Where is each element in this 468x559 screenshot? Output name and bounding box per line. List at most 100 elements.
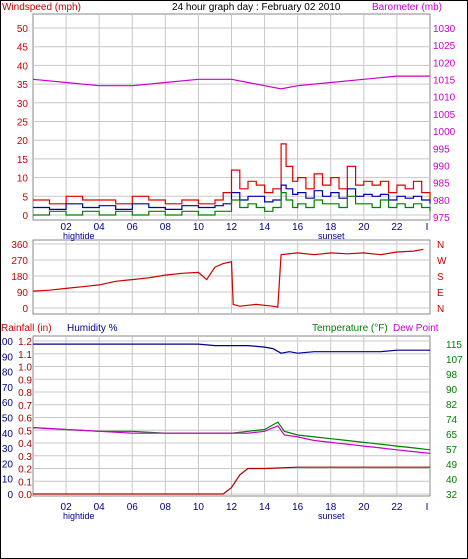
x-tick-top-12: 12 (226, 222, 238, 233)
p1-right-tick-995: 995 (433, 144, 450, 155)
x-tick-top-10: 10 (193, 222, 205, 233)
p1-left-tick-25: 25 (17, 118, 29, 129)
panel1-series (32, 75, 431, 216)
p3-temp-tick-115: 115 (446, 340, 462, 351)
p3-temp-tick-82: 82 (446, 400, 458, 411)
p3-rain-tick-0.6: 0.6 (18, 414, 32, 425)
hightide-label-top: hightide (63, 231, 95, 241)
p2-right-tick-N-4: N (437, 304, 444, 315)
temperature-line (32, 421, 431, 451)
chart-title: 24 hour graph day : February 02 2010 (172, 2, 341, 13)
p1-left-tick-0: 0 (22, 211, 28, 222)
p3-temp-tick-65: 65 (446, 430, 458, 441)
rainfall-label: Rainfall (in) (1, 323, 52, 334)
p1-right-tick-1020: 1020 (433, 58, 456, 69)
p2-left-tick-270: 270 (11, 256, 28, 267)
sunset-label-bottom: sunset (318, 511, 345, 521)
p1-right-tick-1000: 1000 (433, 127, 456, 138)
humidity-label: Humidity % (67, 323, 118, 334)
p3-rain-tick-1.1: 1.1 (18, 350, 32, 361)
p3-rain-tick-0.3: 0.3 (18, 452, 32, 463)
p3-rain-tick-0.4: 0.4 (18, 439, 32, 450)
p3-rain-tick-0.0: 0.0 (18, 490, 32, 501)
average-wind-line (33, 184, 431, 210)
p1-right-tick-1025: 1025 (433, 41, 456, 52)
x-tick-bottom-02: 02 (61, 502, 73, 513)
p3-rain-tick-0.7: 0.7 (18, 401, 32, 412)
wind-direction-line (32, 248, 424, 308)
x-tick-top-14: 14 (259, 222, 271, 233)
p3-temp-tick-32: 32 (446, 490, 458, 501)
x-tick-bottom-16: 16 (292, 502, 304, 513)
p2-left-tick-180: 180 (11, 272, 28, 283)
p3-hum-tick-100: 100 (0, 337, 13, 348)
p3-hum-tick-40: 40 (2, 429, 14, 440)
windspeed-line (33, 143, 431, 205)
tick-labels: 5045403530252015105010301025102010151010… (0, 24, 463, 513)
humidity-line (33, 343, 430, 354)
p3-temp-tick-98: 98 (446, 370, 458, 381)
p2-left-tick-360: 360 (11, 240, 28, 251)
x-tick-top-22: 22 (391, 222, 403, 233)
x-tick-bottom-10: 10 (193, 502, 205, 513)
x-tick-top-16: 16 (292, 222, 304, 233)
x-tick-top-06: 06 (127, 222, 139, 233)
p3-rain-tick-1.2: 1.2 (18, 337, 32, 348)
x-tick-bottom-18: 18 (325, 502, 337, 513)
x-tick-top-02: 02 (61, 222, 73, 233)
rainfall-line (33, 466, 430, 495)
p3-rain-tick-1.0: 1.0 (18, 363, 32, 374)
sunset-label-top: sunset (318, 231, 345, 241)
grid-lines (33, 14, 430, 496)
p1-left-tick-50: 50 (17, 24, 29, 35)
p3-temp-tick-40: 40 (446, 475, 458, 486)
p1-left-tick-20: 20 (17, 136, 29, 147)
p1-right-tick-985: 985 (433, 179, 450, 190)
p2-right-tick-N-0: N (437, 240, 444, 251)
p3-rain-tick-0.8: 0.8 (18, 388, 32, 399)
p3-rain-tick-0.5: 0.5 (18, 426, 32, 437)
p1-left-tick-40: 40 (17, 61, 29, 72)
x-tick-bottom-08: 08 (160, 502, 172, 513)
x-tick-top-18: 18 (325, 222, 337, 233)
p2-left-tick-90: 90 (17, 288, 29, 299)
p2-right-tick-W-1: W (437, 256, 447, 267)
p1-right-tick-1010: 1010 (433, 93, 456, 104)
p1-right-tick-990: 990 (433, 161, 450, 172)
x-tick-top-I: I (426, 222, 429, 233)
p1-left-tick-45: 45 (17, 43, 29, 54)
p3-rain-tick-0.2: 0.2 (18, 465, 32, 476)
p2-right-tick-E-3: E (437, 288, 444, 299)
p2-right-tick-S-2: S (437, 272, 444, 283)
p1-left-tick-35: 35 (17, 80, 29, 91)
p1-left-tick-30: 30 (17, 99, 29, 110)
barometer-line (32, 75, 430, 90)
p1-right-tick-975: 975 (433, 213, 450, 224)
dewpoint-label: Dew Point (393, 323, 439, 334)
p3-hum-tick-60: 60 (2, 398, 14, 409)
p3-temp-tick-57: 57 (446, 445, 458, 456)
p3-hum-tick-50: 50 (2, 414, 14, 425)
panel3-series (32, 343, 431, 495)
p1-right-tick-980: 980 (433, 196, 450, 207)
x-tick-bottom-22: 22 (391, 502, 403, 513)
x-tick-bottom-06: 06 (127, 502, 139, 513)
dewpoint-line (32, 425, 431, 454)
p1-left-tick-5: 5 (22, 192, 28, 203)
barometer-label: Barometer (mb) (372, 2, 442, 13)
temperature-label: Temperature (°F) (312, 323, 388, 334)
p1-right-tick-1005: 1005 (433, 110, 456, 121)
p3-temp-tick-90: 90 (446, 385, 458, 396)
p3-hum-tick-70: 70 (2, 383, 14, 394)
p3-temp-tick-49: 49 (446, 460, 458, 471)
x-tick-top-20: 20 (358, 222, 370, 233)
p1-right-tick-1030: 1030 (433, 24, 456, 35)
p3-temp-tick-74: 74 (446, 415, 458, 426)
p1-right-tick-1015: 1015 (433, 76, 456, 87)
x-tick-bottom-20: 20 (358, 502, 370, 513)
p3-rain-tick-0.9: 0.9 (18, 375, 32, 386)
p3-hum-tick-10: 10 (2, 475, 14, 486)
x-tick-bottom-14: 14 (259, 502, 271, 513)
